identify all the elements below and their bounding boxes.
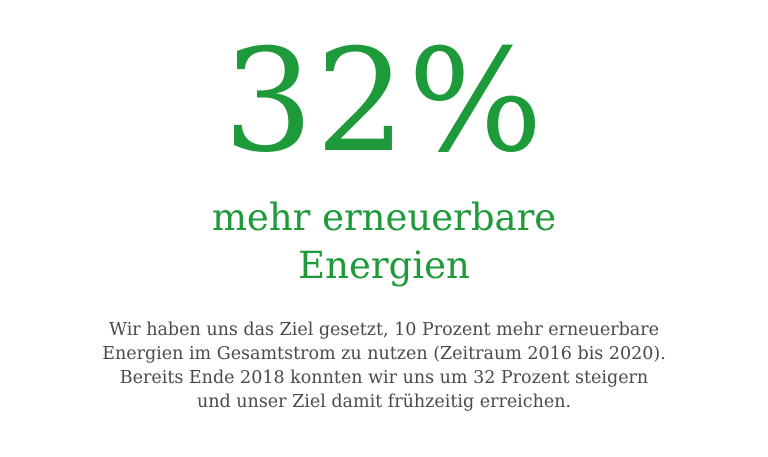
headline-line-1: mehr erneuerbare (211, 196, 557, 239)
stat-value: 32% (223, 19, 545, 184)
description-line-3: Bereits Ende 2018 konnten wir uns um 32 … (119, 368, 649, 388)
description-line-4: und unser Ziel damit frühzeitig erreiche… (196, 392, 572, 412)
description-line-1: Wir haben uns das Ziel gesetzt, 10 Proze… (109, 320, 659, 340)
description-line-2: Energien im Gesamtstrom zu nutzen (Zeitr… (102, 344, 666, 364)
headline-line-2: Energien (298, 244, 470, 287)
stat-description: Wir haben uns das Ziel gesetzt, 10 Proze… (60, 318, 708, 414)
stat-headline: mehr erneuerbare Energien (0, 194, 768, 290)
